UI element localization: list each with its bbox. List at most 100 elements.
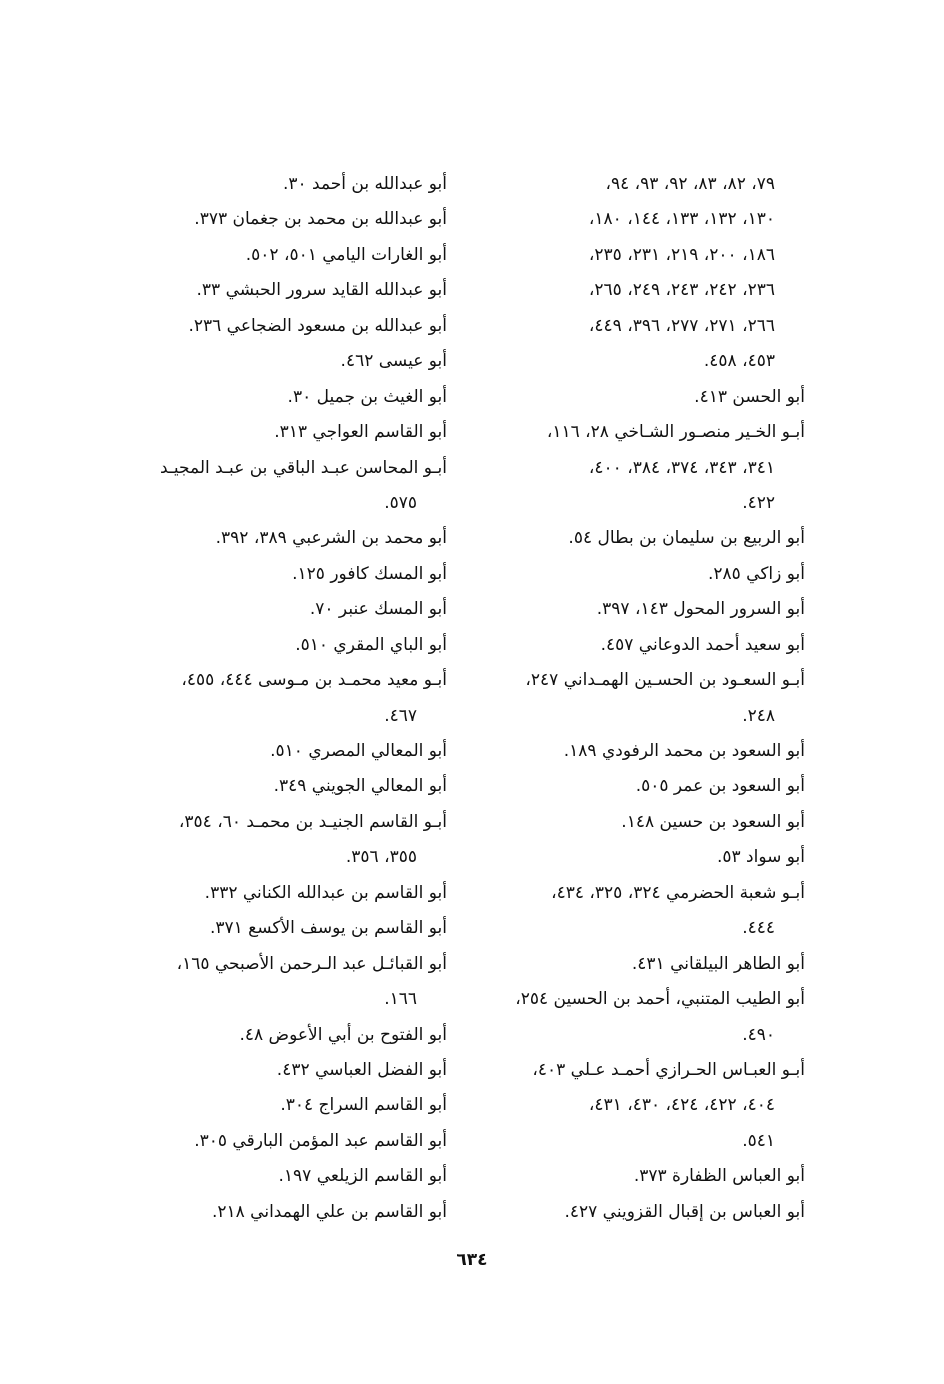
- index-entry: أبو القاسم عبد المؤمن البارقي ٣٠٥.: [100, 1124, 447, 1159]
- index-entry-name: أبو القاسم بن يوسف الأكسع ٣٧١.: [209, 918, 447, 939]
- index-entry-pages: ٥٤١.: [742, 1130, 775, 1151]
- index-entry-name: أبو محمد بن الشرعبي ٣٨٩، ٣٩٢.: [215, 528, 447, 549]
- index-entry: أبو عبدالله بن مسعود الضجاعي ٢٣٦.: [100, 309, 447, 344]
- index-entry: أبو القاسم العواجي ٣١٣.: [100, 415, 447, 450]
- index-entry-name: أبو الغيث بن جميل ٣٠.: [287, 386, 447, 407]
- index-entry: أبو المعالي الجويني ٣٤٩.: [100, 769, 447, 804]
- index-entry: أبو عيسى ٤٦٢.: [100, 344, 447, 379]
- index-entry-name: أبو المعالي المصري ٥١٠.: [270, 741, 447, 761]
- index-entry: أبو القاسم بن عبدالله الكناني ٣٣٢.: [100, 876, 447, 911]
- index-entry-name: أبو القبائـل عبد الـرحمن الأصبحي ١٦٥،: [176, 953, 447, 974]
- index-entry-name: أبو عبدالله بن محمد بن جغمان ٣٧٣.: [194, 209, 447, 230]
- index-entry-name: أبو المعالي الجويني ٣٤٩.: [273, 776, 447, 797]
- index-entry: أبو المسك عنبر ٧٠.: [100, 592, 447, 627]
- index-entry: أبـو العبـاس الحـرازي أحمـد عـلي ٤٠٣، ٤٠٤…: [478, 1053, 805, 1159]
- index-entry: أبو الربيع بن سليمان بن بطال ٥٤.: [478, 521, 805, 556]
- index-entry-name: أبو المسك كافور ١٢٥.: [292, 563, 447, 584]
- index-entry-name: أبـو شعبة الحضرمي ٣٢٤، ٣٢٥، ٤٣٤،: [551, 882, 805, 903]
- index-entry-name: أبو الفضل العباسي ٤٣٢.: [276, 1059, 447, 1080]
- index-entry-name: أبو السعود بن حسين ١٤٨.: [621, 811, 805, 832]
- index-entry: أبو المعالي المصري ٥١٠.: [100, 734, 447, 769]
- index-entry-pages: ٤٠٤، ٤٢٢، ٤٢٤، ٤٣٠، ٤٣١،: [588, 1095, 775, 1116]
- index-entry: أبو الفضل العباسي ٤٣٢.: [100, 1053, 447, 1088]
- index-entry-pages: ٤٢٢.: [742, 492, 775, 513]
- index-entry: أبو الغارات اليامي ٥٠١، ٥٠٢.: [100, 238, 447, 273]
- index-entry: أبو عبدالله القايد سرور الحبشي ٣٣.: [100, 273, 448, 308]
- index-entry: أبو محمد بن الشرعبي ٣٨٩، ٣٩٢.: [100, 521, 447, 556]
- index-entry-name: أبو زاكي ٢٨٥.: [707, 563, 805, 584]
- index-entry-name: أبو السرور المحول ١٤٣، ٣٩٧.: [596, 599, 805, 620]
- index-entry-name: أبو الطيب المتنبي، أحمد بن الحسين ٢٥٤،: [515, 989, 805, 1010]
- index-entry-pages: ١٦٦.: [384, 989, 417, 1010]
- index-entry: أبو الطيب المتنبي، أحمد بن الحسين ٢٥٤، ٤٩…: [478, 982, 805, 1053]
- index-entry-name: أبو الحسن ٤١٣.: [694, 386, 805, 407]
- index-entry: أبو زاكي ٢٨٥.: [478, 557, 805, 592]
- index-entry: أبو الغيث بن جميل ٣٠.: [100, 380, 447, 415]
- index-entry: أبو السعود بن محمد الرفودي ١٨٩.: [478, 734, 805, 769]
- index-entry: أبو عبدالله بن أحمد ٣٠.: [100, 167, 447, 202]
- index-entry-name: أبو القاسم العواجي ٣١٣.: [274, 422, 447, 443]
- index-entry: أبو سواد ٥٣.: [478, 840, 805, 875]
- index-entry-name: أبو الطاهر البيلقاني ٤٣١.: [631, 953, 805, 974]
- index-entry-name: أبـو معيد محمـد بن مـوسى ٤٤٤، ٤٥٥،: [181, 670, 447, 691]
- index-column-right: ٧٩، ٨٢، ٨٣، ٩٢، ٩٣، ٩٤، ١٣٠، ١٣٢، ١٣٣، ١٤…: [478, 167, 805, 1230]
- index-entry-pages: ٢٤٨.: [742, 705, 775, 726]
- index-entry: أبو سعيد أحمد الدوعاني ٤٥٧.: [478, 628, 805, 663]
- index-entry-name: أبـو المحاسن عبـد الباقي بن عبـد المجيـد: [160, 457, 447, 478]
- index-entry-pages: ٧٩، ٨٢، ٨٣، ٩٢، ٩٣، ٩٤،: [605, 174, 775, 194]
- index-entry-pages: ٢٣٦، ٢٤٢، ٢٤٣، ٢٤٩، ٢٦٥،: [588, 280, 775, 301]
- index-column-left: أبو عبدالله بن أحمد ٣٠. أبو عبدالله بن مح…: [100, 167, 447, 1230]
- index-entry-name: أبـو العبـاس الحـرازي أحمـد عـلي ٤٠٣،: [532, 1059, 805, 1080]
- index-entry: أبـو شعبة الحضرمي ٣٢٤، ٣٢٥، ٤٣٤، ٤٤٤.: [478, 876, 805, 947]
- index-entry-name: أبو العباس الظفارة ٣٧٣.: [633, 1166, 805, 1187]
- index-entry: أبو القاسم بن يوسف الأكسع ٣٧١.: [100, 911, 447, 946]
- index-entry: أبو عبدالله بن محمد بن جغمان ٣٧٣.: [100, 202, 447, 237]
- index-entry: أبـو القاسم الجنيـد بن محمـد ٦٠، ٣٥٤، ٣٥٥…: [100, 805, 447, 876]
- index-entry-name: أبو القاسم عبد المؤمن البارقي ٣٠٥.: [194, 1130, 447, 1151]
- index-entry-name: أبو سواد ٥٣.: [716, 847, 805, 868]
- index-entry: أبو السعود بن حسين ١٤٨.: [478, 805, 805, 840]
- index-entry-pages: ٤٩٠.: [742, 1024, 775, 1045]
- index-entry: أبـو الخـير منصـور الشـاخي ٢٨، ١١٦، ٣٤١، …: [478, 415, 805, 521]
- index-entry: أبو السعود بن عمر ٥٠٥.: [478, 769, 805, 804]
- index-entry: أبو الطاهر البيلقاني ٤٣١.: [478, 947, 805, 982]
- index-entry-name: أبو عبدالله بن مسعود الضجاعي ٢٣٦.: [188, 315, 447, 336]
- index-entry-name: أبو عبدالله القايد سرور الحبشي ٣٣.: [196, 280, 448, 301]
- index-entry-pages: ٣٤١، ٣٤٣، ٣٧٤، ٣٨٤، ٤٠٠،: [588, 457, 775, 478]
- index-entry: أبـو معيد محمـد بن مـوسى ٤٤٤، ٤٥٥، ٤٦٧.: [100, 663, 447, 734]
- index-entry-name: أبو القاسم السراج ٣٠٤.: [280, 1095, 447, 1116]
- index-entry: أبو الباي المقري ٥١٠.: [100, 628, 447, 663]
- index-entry-pages: ٥٧٥.: [384, 492, 417, 513]
- index-entry-pages: ٤٦٧.: [384, 705, 417, 726]
- index-entry-name: أبو الغارات اليامي ٥٠١، ٥٠٢.: [245, 244, 447, 265]
- index-entry: أبو العباس بن إقبال القزويني ٤٢٧.: [478, 1195, 805, 1230]
- index-entry: أبو العباس الظفارة ٣٧٣.: [478, 1159, 805, 1194]
- index-entry: أبـو المحاسن عبـد الباقي بن عبـد المجيـد…: [100, 451, 447, 522]
- index-entry: أبو المسك كافور ١٢٥.: [100, 557, 447, 592]
- index-entry-name: أبـو القاسم الجنيـد بن محمـد ٦٠، ٣٥٤،: [178, 811, 447, 832]
- index-entry-name: أبو سعيد أحمد الدوعاني ٤٥٧.: [600, 634, 805, 655]
- index-entry: أبو القاسم الزيلعي ١٩٧.: [100, 1159, 447, 1194]
- index-entry-pages: ٤٥٣، ٤٥٨.: [703, 351, 775, 372]
- index-entry: أبو السرور المحول ١٤٣، ٣٩٧.: [478, 592, 805, 627]
- index-entry-name: أبو عيسى ٤٦٢.: [340, 351, 447, 372]
- index-entry-pages: ١٨٦، ٢٠٠، ٢١٩، ٢٣١، ٢٣٥،: [588, 244, 775, 265]
- index-entry: أبو الحسن ٤١٣.: [478, 380, 805, 415]
- index-entry-name: أبو القاسم بن عبدالله الكناني ٣٣٢.: [204, 882, 447, 903]
- index-entry: أبـو السعـود بن الحسـين الهمـداني ٢٤٧، ٢٤…: [478, 663, 805, 734]
- index-entry-pages: ٤٤٤.: [742, 918, 775, 939]
- index-entry-pages: ١٣٠، ١٣٢، ١٣٣، ١٤٤، ١٨٠،: [588, 209, 775, 230]
- index-entry-name: أبو عبدالله بن أحمد ٣٠.: [282, 174, 447, 194]
- index-entry: أبو القاسم السراج ٣٠٤.: [100, 1088, 447, 1123]
- index-entry: أبو الفتوح بن أبي الأعوض ٤٨.: [100, 1018, 447, 1053]
- index-entry: ٧٩، ٨٢، ٨٣، ٩٢، ٩٣، ٩٤، ١٣٠، ١٣٢، ١٣٣، ١٤…: [478, 167, 805, 380]
- index-entry-name: أبو الفتوح بن أبي الأعوض ٤٨.: [239, 1024, 447, 1045]
- index-entry-name: أبو السعود بن عمر ٥٠٥.: [635, 776, 805, 797]
- index-entry: أبو القبائـل عبد الـرحمن الأصبحي ١٦٥، ١٦٦…: [100, 947, 447, 1018]
- index-entry-name: أبو المسك عنبر ٧٠.: [309, 599, 447, 620]
- index-entry-name: أبو القاسم الزيلعي ١٩٧.: [278, 1166, 447, 1187]
- index-entry-name: أبو الربيع بن سليمان بن بطال ٥٤.: [568, 528, 805, 549]
- index-entry-name: أبو الباي المقري ٥١٠.: [295, 634, 447, 655]
- index-entry-name: أبو القاسم بن علي الهمداني ٢١٨.: [211, 1201, 447, 1222]
- index-entry-name: أبو العباس بن إقبال القزويني ٤٢٧.: [564, 1201, 805, 1222]
